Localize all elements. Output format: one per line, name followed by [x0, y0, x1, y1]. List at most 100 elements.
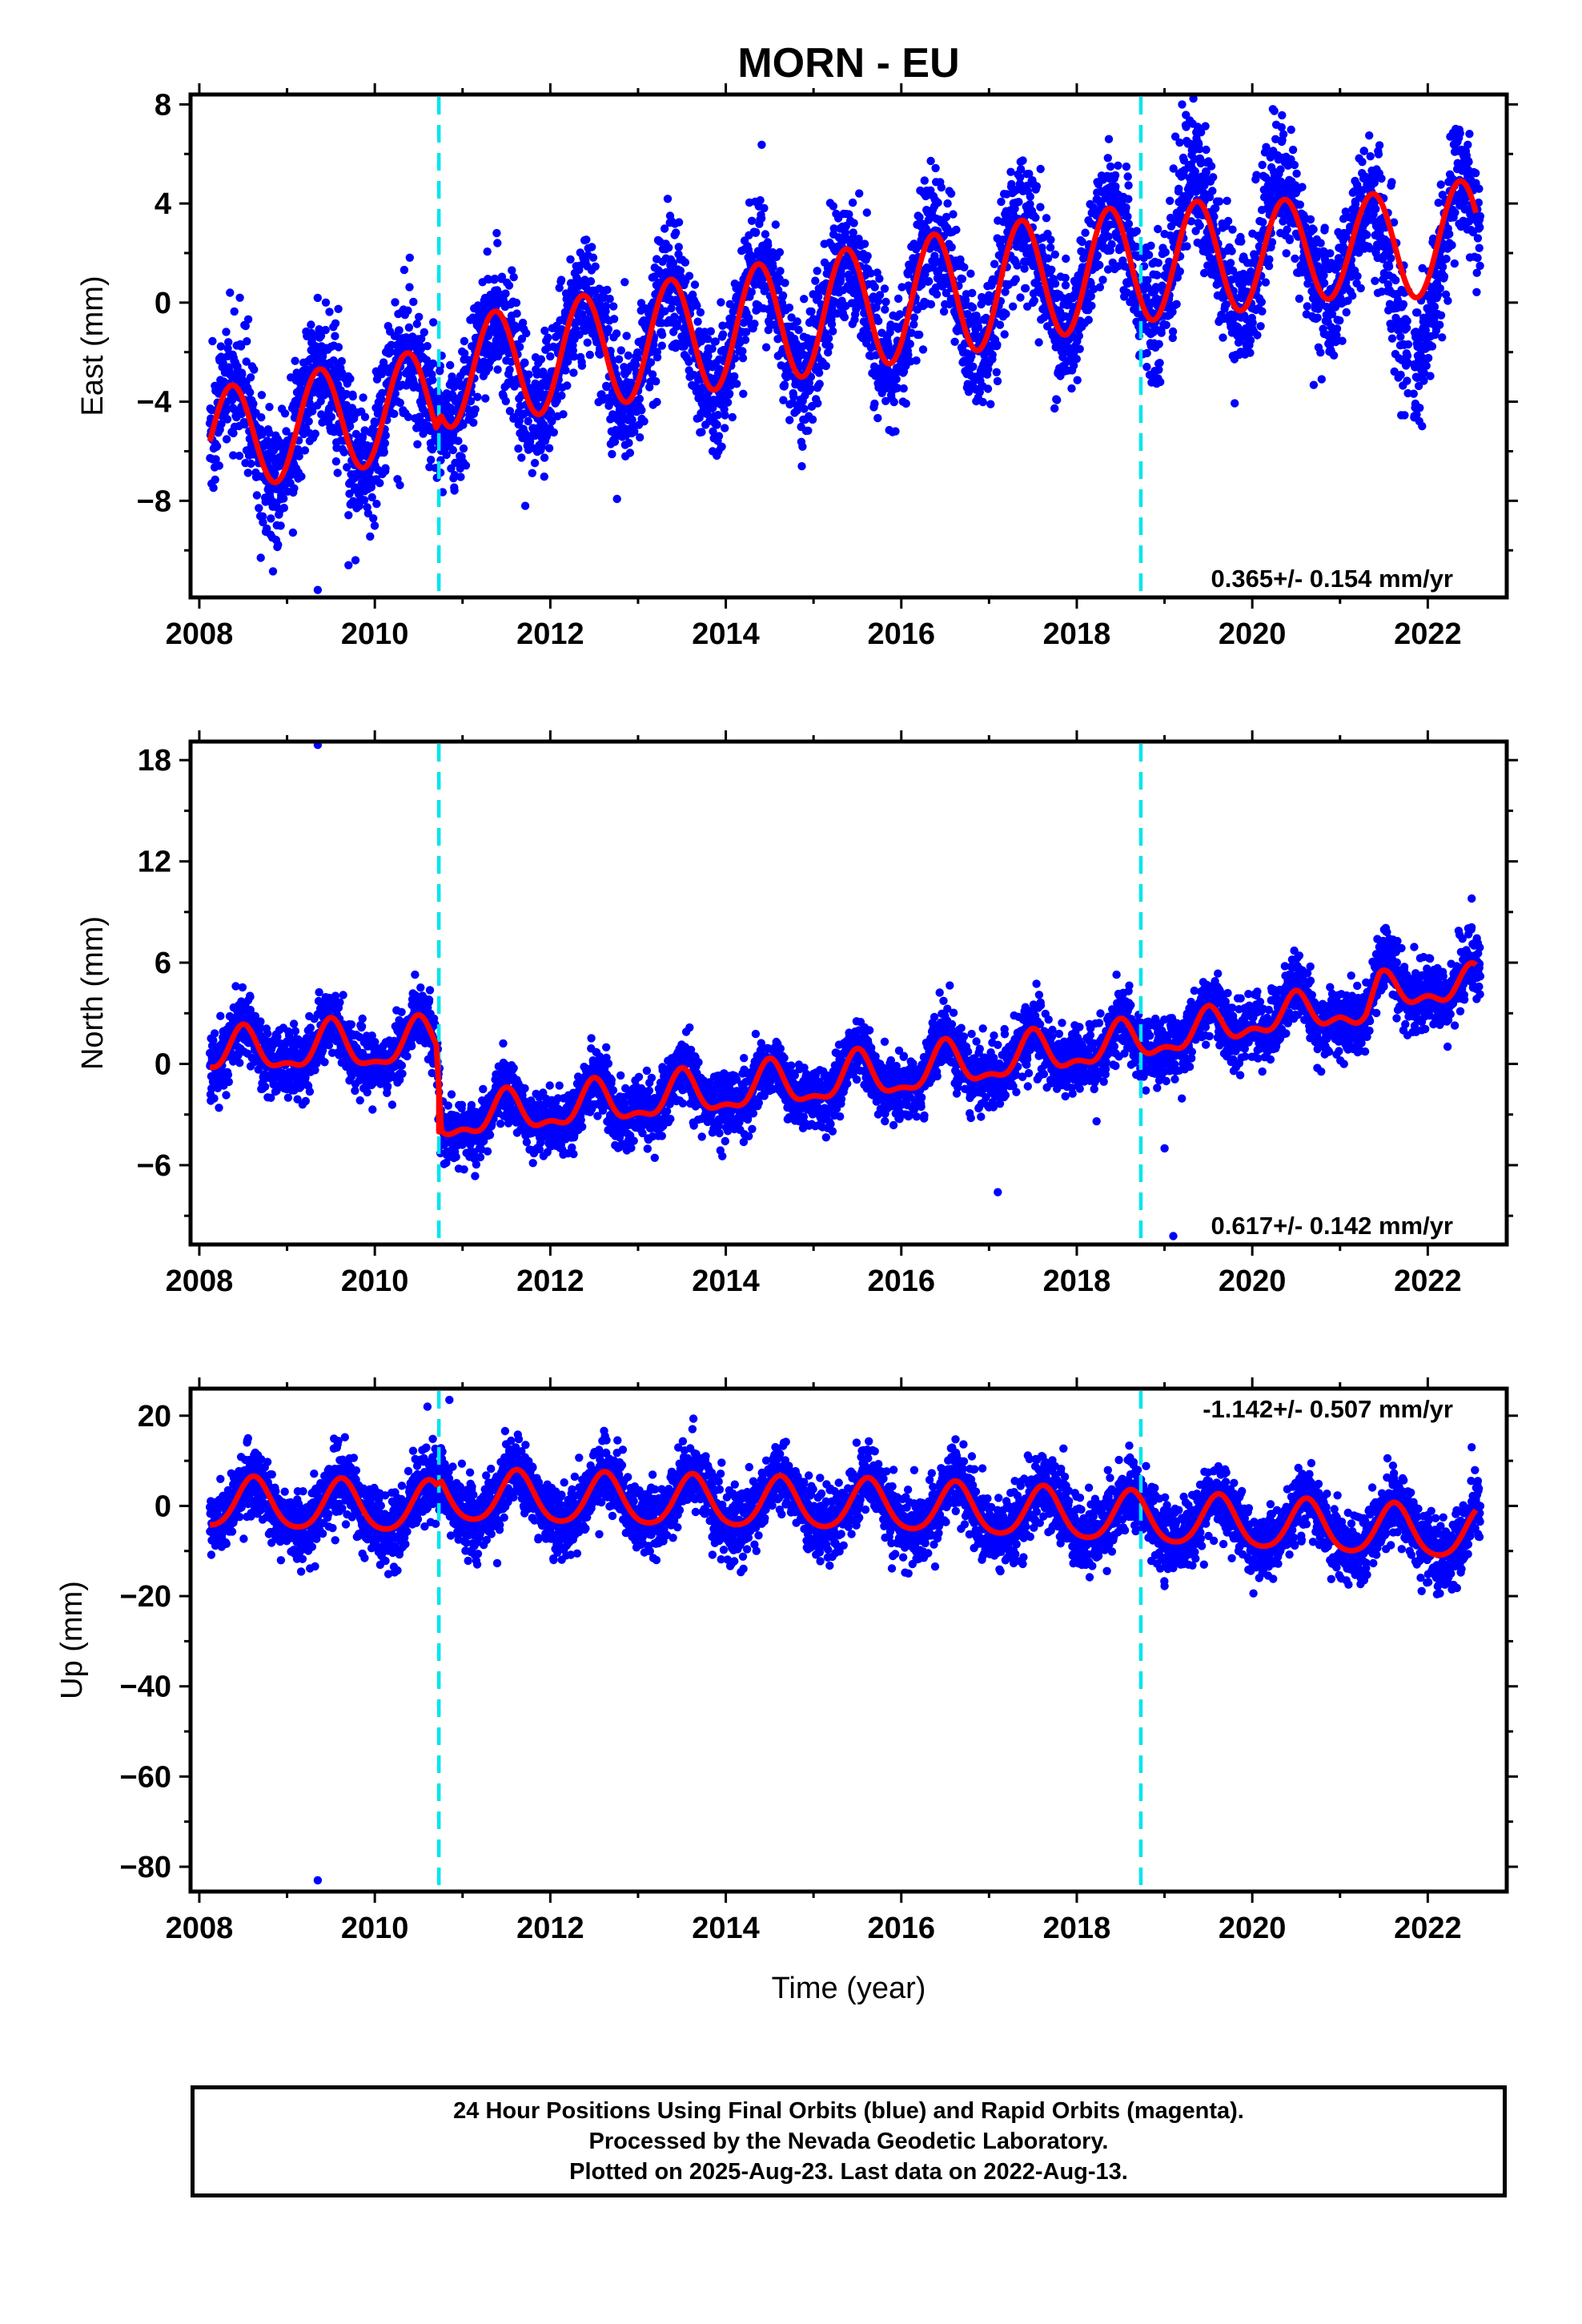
data-point [992, 368, 1002, 376]
data-point [267, 514, 275, 523]
data-point [1016, 293, 1025, 302]
data-point [825, 342, 834, 351]
data-point [1168, 327, 1178, 336]
data-point [493, 239, 502, 247]
data-point [612, 329, 621, 338]
data-point [473, 392, 482, 401]
data-point [252, 491, 262, 500]
data-point [291, 356, 299, 365]
data-point [404, 306, 412, 315]
data-point [1370, 179, 1379, 187]
data-point [391, 389, 400, 398]
data-point [265, 428, 274, 437]
data-point [730, 372, 739, 381]
data-point [1316, 239, 1325, 247]
data-point [316, 332, 326, 340]
data-point [583, 338, 592, 347]
data-point [427, 456, 436, 464]
data-point [873, 413, 882, 423]
data-point [1356, 283, 1365, 293]
data-point [1209, 173, 1218, 182]
data-point [1291, 254, 1299, 263]
data-point [524, 370, 533, 379]
data-point [821, 361, 831, 371]
data-point [250, 365, 259, 374]
data-point [604, 324, 613, 334]
data-point [1098, 275, 1107, 284]
data-point [1050, 250, 1060, 259]
data-point [889, 397, 898, 407]
data-point [504, 281, 514, 290]
data-point [348, 392, 357, 401]
data-point [287, 470, 295, 480]
data-point [1157, 328, 1166, 337]
data-point [346, 374, 355, 384]
data-point [637, 406, 646, 415]
panel-east: 2008 2010 2012 2014 2016 2018 2020 2022−8−4048 … [76, 83, 1518, 651]
data-point [343, 463, 351, 472]
data-point [714, 432, 724, 440]
data-point [360, 412, 370, 421]
data-point [721, 424, 729, 432]
data-point [1153, 271, 1162, 279]
data-point [870, 283, 879, 292]
data-point [1403, 316, 1411, 326]
data-point [1195, 221, 1204, 230]
data-point [1259, 218, 1267, 227]
data-point [1387, 334, 1397, 343]
data-point [860, 239, 869, 248]
data-point [813, 399, 822, 408]
data-point [311, 429, 319, 438]
data-point [1396, 370, 1405, 380]
data-point [469, 418, 478, 427]
data-point [665, 243, 673, 252]
data-point [238, 370, 247, 379]
data-point [242, 357, 251, 366]
data-point [259, 518, 267, 527]
data-point [279, 504, 288, 513]
data-point [367, 493, 376, 502]
data-point [978, 397, 987, 407]
data-point [937, 183, 946, 192]
data-point [586, 277, 596, 286]
data-point [920, 176, 930, 185]
data-point [417, 334, 426, 344]
data-point [1081, 228, 1090, 237]
data-point [1358, 158, 1367, 167]
data-point [1371, 276, 1379, 285]
data-point [636, 433, 644, 442]
data-point [1223, 216, 1233, 226]
data-point [288, 528, 298, 537]
data-point [966, 269, 975, 278]
data-point [1365, 131, 1374, 140]
data-point [577, 361, 587, 370]
data-point [1124, 219, 1134, 228]
data-point [492, 228, 501, 238]
data-point [536, 355, 546, 364]
data-point [752, 227, 761, 237]
data-point [212, 442, 222, 451]
data-point [1403, 340, 1413, 349]
data-point [741, 336, 750, 344]
data-point [569, 368, 578, 377]
data-point [946, 189, 956, 198]
data-point [829, 327, 837, 336]
data-point [229, 451, 238, 460]
data-point [307, 320, 315, 329]
data-point [243, 468, 252, 477]
data-point [1175, 267, 1185, 276]
data-point [258, 512, 267, 521]
data-point [517, 453, 526, 462]
data-point [1144, 251, 1154, 259]
data-point [428, 359, 438, 368]
data-point [413, 440, 422, 448]
data-point [456, 472, 465, 481]
data-point [1201, 122, 1210, 131]
data-point [1329, 351, 1339, 360]
data-point [241, 321, 250, 331]
data-point [211, 455, 220, 464]
data-point [223, 344, 232, 353]
data-point [1306, 215, 1315, 224]
data-point [1257, 297, 1267, 307]
data-point [1219, 333, 1227, 342]
